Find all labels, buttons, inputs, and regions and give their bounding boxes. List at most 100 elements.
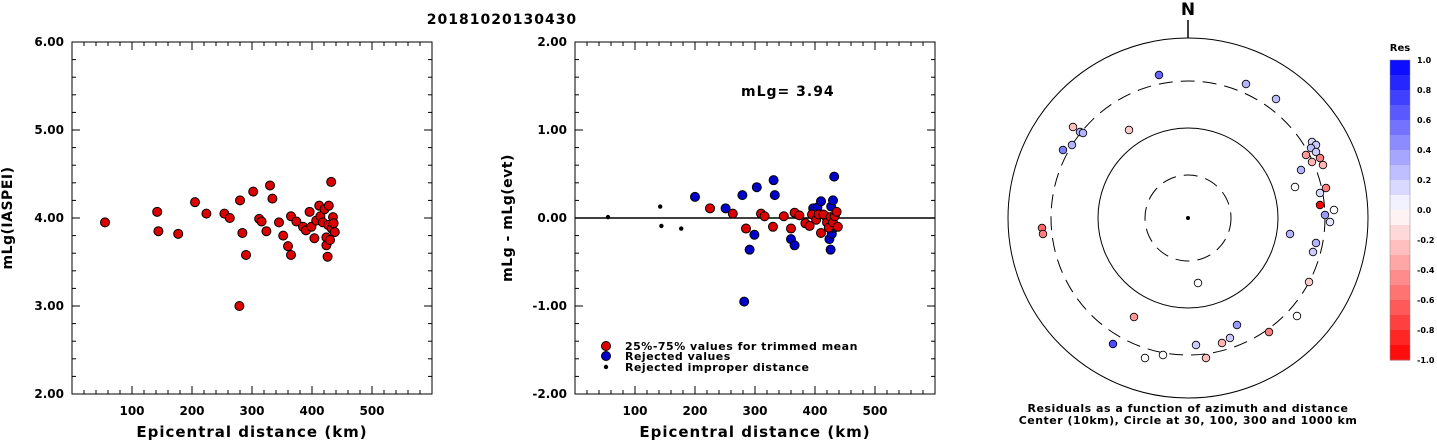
data-point [234,301,245,311]
rejected-point [769,190,780,201]
station-residual [1290,182,1300,192]
station-residual [1154,70,1164,80]
station-residual [1320,210,1330,220]
colorbar-cell [1390,210,1410,226]
station-residual [1067,140,1077,150]
colorbar-cell [1390,75,1410,91]
plot2-legend: 25%-75% values for trimmed mean Rejected… [601,340,857,374]
station-residual [1318,160,1328,170]
data-point [153,226,164,237]
x-tick-label: 300 [239,404,264,418]
data-point [224,213,235,223]
colorbar-labels: 1.0 0.8 0.6 0.4 0.2 0.0 -0.2 -0.4 -0.6 -0.8 -1.0 [1417,56,1435,365]
data-point [304,206,315,217]
station-residual [1217,338,1227,348]
data-point [267,193,278,204]
improper-point [659,223,664,229]
data-point [274,217,284,228]
x-tick-label: 200 [682,404,707,418]
colorbar-cell [1390,225,1410,241]
figure-title: 20181020130430 [427,12,577,28]
data-point [248,186,259,197]
plot1-points [100,176,340,311]
plot1-ticks: 100 200 300 400 500 2.00 3.00 4.00 5.00 6.00 [34,35,432,418]
station-residual [1264,327,1274,337]
colorbar-cell [1390,120,1410,136]
colorbar-tick-label: 0.8 [1417,86,1432,95]
station-residual [1271,94,1281,104]
data-point [261,226,272,237]
station-residual [1232,320,1242,330]
improper-point [658,204,663,209]
plot1-ylabel: mLg(IASPEI) [0,167,16,270]
legend-label-rejected: Rejected values [625,350,731,363]
colorbar-tick-label: -0.4 [1417,266,1435,275]
circle-30km [1144,174,1232,262]
polar-caption-line2: Center (10km), Circle at 30, 100, 300 an… [1019,414,1358,427]
trimmed-point [804,220,815,231]
rejected-point [751,182,762,193]
rejected-point [739,296,750,307]
colorbar-tick-label: 1.0 [1417,56,1432,65]
station-residual [1078,128,1088,138]
colorbar-cell [1390,270,1410,286]
rejected-point [828,195,838,206]
station-residual [1058,145,1068,155]
trimmed-point [705,203,715,214]
mlg-residual-plot: 100 200 300 400 500 -2.00 -1.00 0.00 1.00 2.00 mL… [500,35,936,441]
y-tick-label: 2.00 [537,35,567,49]
mlg-iaspei-plot: 100 200 300 400 500 2.00 3.00 4.00 5.00 6.00 Epic… [0,35,433,441]
station-residual [1193,278,1203,288]
trimmed-point [786,223,796,234]
north-label: N [1181,0,1195,20]
colorbar-cells [1389,59,1411,361]
station-residual [1124,125,1134,135]
colorbar-tick-label: -0.2 [1417,236,1435,245]
y-tick-label: 5.00 [34,123,64,137]
circle-100km [1097,127,1279,309]
data-point [100,217,110,228]
data-point [256,216,267,227]
station-residual [1140,353,1150,363]
rejected-point [720,203,731,214]
polar-caption-line1: Residuals as a function of azimuth and d… [1028,402,1349,415]
data-point [173,228,184,239]
plot1-xlabel: Epicentral distance (km) [136,423,367,441]
trimmed-point [727,208,738,219]
colorbar-frame [1389,59,1411,361]
x-tick-label: 200 [179,404,204,418]
station-residual [1129,312,1139,322]
rejected-point [768,175,779,186]
data-point [328,218,339,229]
station-residual [1038,229,1048,239]
center-point [1186,216,1190,220]
colorbar-title: Res [1390,43,1410,54]
colorbar-tick-label: 0.6 [1417,116,1432,125]
x-tick-label: 300 [742,404,767,418]
trimmed-point [778,211,789,222]
rejected-point [749,229,760,240]
azimuth-distance-plot: N Residuals as a function of azimuth and… [1007,0,1369,427]
trimmed-point [832,221,843,232]
data-point [286,249,296,260]
colorbar-cell [1390,135,1410,151]
legend-marker-improper [603,364,609,370]
data-point [152,206,163,217]
station-residual [1315,188,1325,198]
legend-label-improper: Rejected improper distance [625,361,809,374]
mlg-annotation: mLg= 3.94 [741,84,835,100]
trimmed-point [741,223,751,234]
y-tick-label: 3.00 [34,299,64,313]
colorbar-cell [1390,345,1410,361]
rejected-point [829,171,840,182]
colorbar-cell [1390,195,1410,211]
station-residual [1329,205,1339,215]
colorbar-cell [1390,180,1410,196]
data-point [323,200,334,211]
data-point [325,235,335,245]
legend-marker-trimmed [601,341,611,351]
colorbar-tick-label: -0.6 [1417,296,1435,305]
colorbar-cell [1390,165,1410,181]
colorbar-cell [1390,255,1410,271]
